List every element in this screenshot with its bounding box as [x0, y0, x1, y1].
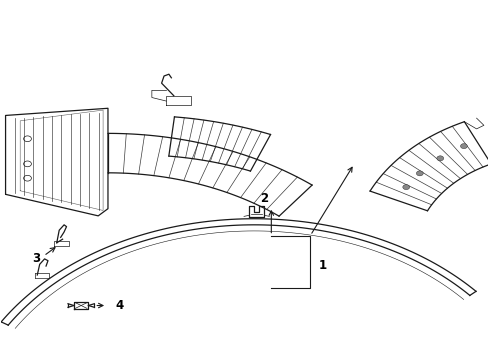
Circle shape — [416, 171, 423, 176]
Text: 4: 4 — [115, 299, 123, 312]
Circle shape — [460, 144, 467, 149]
Text: 1: 1 — [319, 259, 326, 272]
Circle shape — [436, 156, 443, 161]
Circle shape — [402, 185, 409, 190]
Text: 2: 2 — [260, 192, 267, 205]
Text: 3: 3 — [32, 252, 41, 265]
